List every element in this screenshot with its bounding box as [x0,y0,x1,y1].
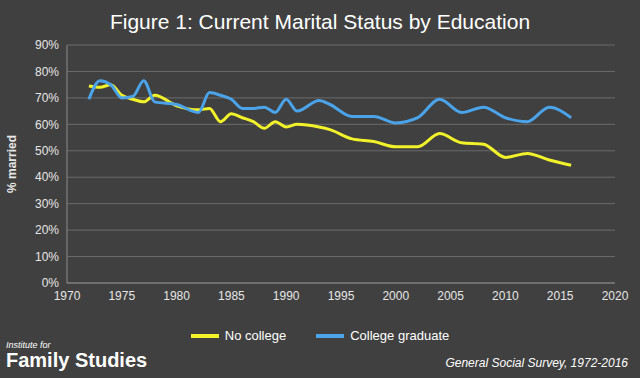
svg-text:80%: 80% [35,65,59,79]
svg-text:2015: 2015 [547,289,574,303]
svg-text:1990: 1990 [273,289,300,303]
html-text:Figure 1: Current Marital Stat: Figure 1: Current Marital Status by Educ… [109,10,531,33]
svg-text:2000: 2000 [382,289,409,303]
svg-text:40%: 40% [35,170,59,184]
svg-text:2010: 2010 [492,289,519,303]
svg-text:2020: 2020 [602,289,629,303]
svg-text:% married: % married [8,135,19,193]
svg-text:1980: 1980 [163,289,190,303]
svg-text:1985: 1985 [218,289,245,303]
svg-text:2005: 2005 [437,289,464,303]
svg-text:10%: 10% [35,250,59,264]
svg-text:1995: 1995 [328,289,355,303]
svg-text:1970: 1970 [54,289,81,303]
html-text:No college: No college [224,328,287,343]
svg-text:30%: 30% [35,197,59,211]
svg-text:60%: 60% [35,118,59,132]
svg-text:50%: 50% [35,144,59,158]
svg-text:70%: 70% [35,91,59,105]
html-text:Institute for: Institute for [6,340,51,350]
svg-text:1975: 1975 [108,289,135,303]
svg-text:20%: 20% [35,223,59,237]
html-text:College graduate: College graduate [350,328,450,343]
svg-text:0%: 0% [42,276,60,290]
svg-text:90%: 90% [35,38,59,52]
html-text:General Social Survey, 1972-20: General Social Survey, 1972-2016 [445,356,628,370]
html-text:Family Studies: Family Studies [6,349,148,371]
